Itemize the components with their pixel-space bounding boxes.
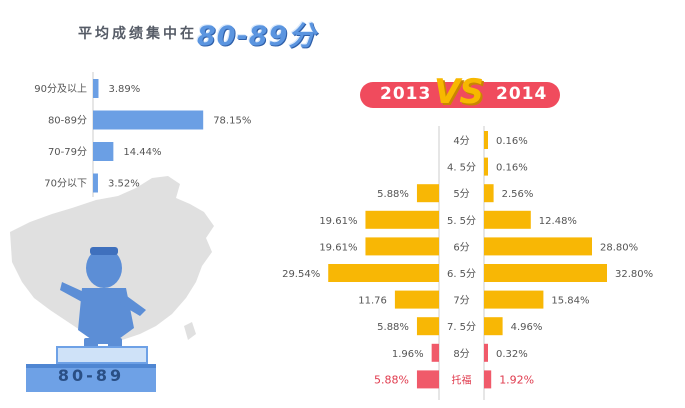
dist-tick-label: 80-89分 <box>48 115 87 127</box>
banner-pill <box>360 82 560 108</box>
mascot-figure <box>60 247 146 350</box>
badge-cap <box>56 346 148 364</box>
bar-2013 <box>328 264 439 282</box>
bar-2013 <box>431 343 439 362</box>
dist-bar <box>93 110 204 130</box>
value-label-2014: 0.32% <box>496 349 528 360</box>
band-category-label: 7分 <box>453 295 469 307</box>
dist-value-label: 3.89% <box>108 84 140 95</box>
bar-2014 <box>484 237 592 256</box>
bar-2013 <box>394 290 439 309</box>
value-label-2014: 1.92% <box>499 373 534 386</box>
value-label-2014: 0.16% <box>496 163 528 174</box>
value-label-2013: 1.96% <box>392 349 424 360</box>
bar-2014 <box>484 131 488 149</box>
map-island <box>184 322 196 340</box>
value-label-2014: 28.80% <box>600 242 638 253</box>
badge-label: 80-89 <box>57 366 125 385</box>
banner-year-left: 2013 <box>380 84 432 104</box>
dist-tick-label: 90分及以上 <box>34 83 87 95</box>
dist-tick-label: 70分以下 <box>44 178 87 190</box>
value-label-2014: 0.16% <box>496 136 528 147</box>
band-category-label: 5. 5分 <box>447 215 476 227</box>
band-category-label: 4. 5分 <box>447 162 476 174</box>
band-category-label: 7. 5分 <box>447 321 476 333</box>
bar-2014 <box>484 157 488 176</box>
dist-value-label: 3.52% <box>108 179 140 190</box>
value-label-2013: 11.76 <box>358 296 387 307</box>
dist-value-label: 14.44% <box>123 147 161 158</box>
band-category-label: 4分 <box>453 135 469 147</box>
value-label-2013: 5.88% <box>377 189 409 200</box>
value-label-2013: 19.61% <box>319 242 357 253</box>
bar-2013 <box>416 370 439 389</box>
dist-value-label: 78.15% <box>213 116 251 127</box>
value-label-2013: 19.61% <box>319 216 357 227</box>
value-label-2013: 5.88% <box>374 373 409 386</box>
dist-bar <box>93 173 98 193</box>
band-category-label: 6分 <box>453 241 469 253</box>
bar-2013 <box>365 210 439 229</box>
value-label-2014: 15.84% <box>551 296 589 307</box>
bar-2013 <box>365 237 439 256</box>
bar-2014 <box>484 343 488 362</box>
bar-2014 <box>484 264 607 282</box>
bar-2014 <box>484 290 544 309</box>
value-label-2013: 5.88% <box>377 322 409 333</box>
dist-bar <box>93 79 99 98</box>
bar-2014 <box>484 317 503 336</box>
bar-2014 <box>484 184 494 203</box>
bar-2013 <box>416 317 439 336</box>
dist-bar <box>93 142 114 161</box>
bar-2013 <box>416 184 439 203</box>
bar-2014 <box>484 370 492 389</box>
banner-vs: VS <box>434 72 484 112</box>
value-label-2014: 4.96% <box>511 322 543 333</box>
year-comparison-banner: 2013 VS 2014 <box>360 72 560 112</box>
band-category-label: 托福 <box>452 373 472 386</box>
dist-tick-label: 70-79分 <box>48 146 87 158</box>
value-label-2014: 2.56% <box>502 189 534 200</box>
banner-year-right: 2014 <box>496 84 548 104</box>
value-label-2014: 12.48% <box>539 216 577 227</box>
headline-highlight: 80-89分 <box>197 21 317 52</box>
band-category-label: 5分 <box>453 188 469 200</box>
value-label-2013: 29.54% <box>282 269 320 280</box>
bar-2014 <box>484 210 531 229</box>
band-category-label: 6. 5分 <box>447 268 476 280</box>
band-category-label: 8分 <box>453 348 469 360</box>
headline-text: 平均成绩集中在 <box>78 26 197 42</box>
value-label-2014: 32.80% <box>615 269 653 280</box>
badge-plinth <box>26 364 156 392</box>
